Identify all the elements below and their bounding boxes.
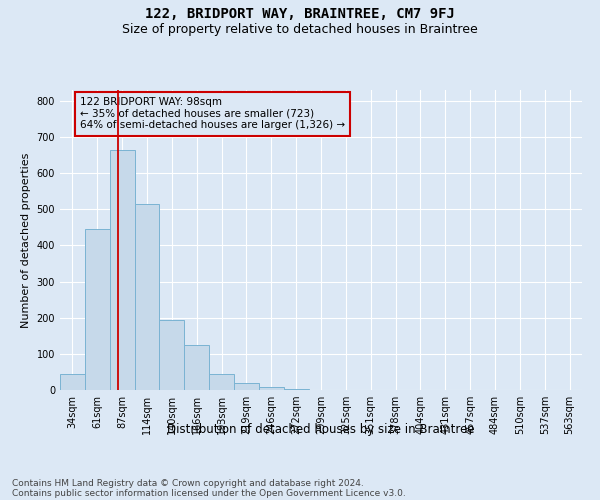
Bar	[85, 229, 110, 390]
Text: Distribution of detached houses by size in Braintree: Distribution of detached houses by size …	[167, 422, 475, 436]
Bar	[259, 387, 284, 390]
Y-axis label: Number of detached properties: Number of detached properties	[21, 152, 31, 328]
Bar	[60, 374, 85, 390]
Text: Contains public sector information licensed under the Open Government Licence v3: Contains public sector information licen…	[12, 488, 406, 498]
Bar	[134, 204, 160, 390]
Text: 122 BRIDPORT WAY: 98sqm
← 35% of detached houses are smaller (723)
64% of semi-d: 122 BRIDPORT WAY: 98sqm ← 35% of detache…	[80, 97, 345, 130]
Bar	[160, 320, 184, 390]
Text: Contains HM Land Registry data © Crown copyright and database right 2024.: Contains HM Land Registry data © Crown c…	[12, 478, 364, 488]
Text: 122, BRIDPORT WAY, BRAINTREE, CM7 9FJ: 122, BRIDPORT WAY, BRAINTREE, CM7 9FJ	[145, 8, 455, 22]
Bar	[234, 383, 259, 390]
Bar	[209, 374, 234, 390]
Bar	[184, 345, 209, 390]
Bar	[110, 150, 134, 390]
Text: Size of property relative to detached houses in Braintree: Size of property relative to detached ho…	[122, 22, 478, 36]
